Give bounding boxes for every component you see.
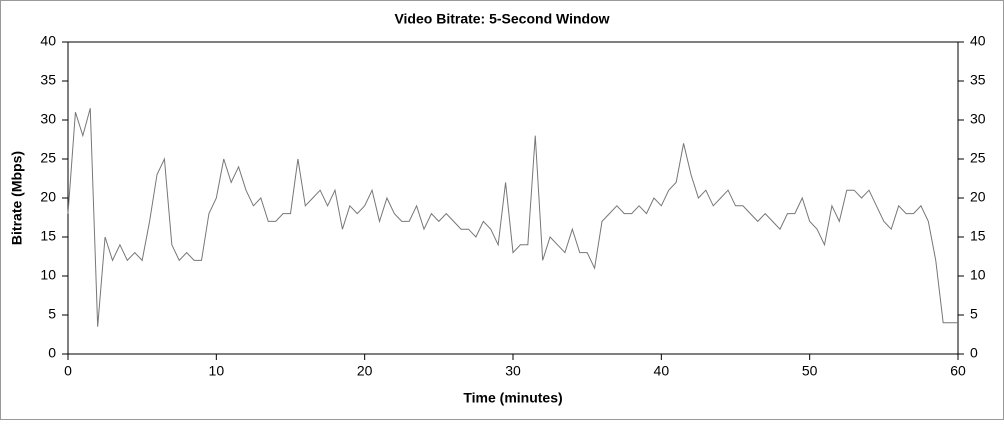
- y-tick-label: 20: [40, 189, 56, 205]
- chart-title: Video Bitrate: 5-Second Window: [394, 11, 609, 27]
- x-tick-label: 10: [209, 363, 225, 379]
- y2-tick-label: 40: [970, 33, 986, 49]
- x-tick-label: 40: [654, 363, 670, 379]
- y-tick-label: 40: [40, 33, 56, 49]
- y-tick-label: 15: [40, 228, 56, 244]
- x-tick-label: 0: [64, 363, 72, 379]
- x-tick-label: 30: [505, 363, 521, 379]
- y2-tick-label: 35: [970, 72, 986, 88]
- y-tick-label: 10: [40, 267, 56, 283]
- y2-tick-label: 25: [970, 150, 986, 166]
- y-tick-label: 0: [48, 345, 56, 361]
- y-axis-label: Bitrate (Mbps): [9, 151, 25, 245]
- y2-tick-label: 20: [970, 189, 986, 205]
- y2-tick-label: 10: [970, 267, 986, 283]
- y2-tick-label: 15: [970, 228, 986, 244]
- y2-tick-label: 5: [970, 306, 978, 322]
- y-tick-label: 25: [40, 150, 56, 166]
- x-axis-label: Time (minutes): [463, 390, 562, 406]
- y-tick-label: 5: [48, 306, 56, 322]
- x-tick-label: 60: [950, 363, 966, 379]
- data-line: [67, 108, 958, 327]
- y2-tick-label: 30: [970, 111, 986, 127]
- x-tick-label: 20: [357, 363, 373, 379]
- y-tick-label: 30: [40, 111, 56, 127]
- y2-tick-label: 0: [970, 345, 978, 361]
- y-tick-label: 35: [40, 72, 56, 88]
- x-tick-label: 50: [802, 363, 818, 379]
